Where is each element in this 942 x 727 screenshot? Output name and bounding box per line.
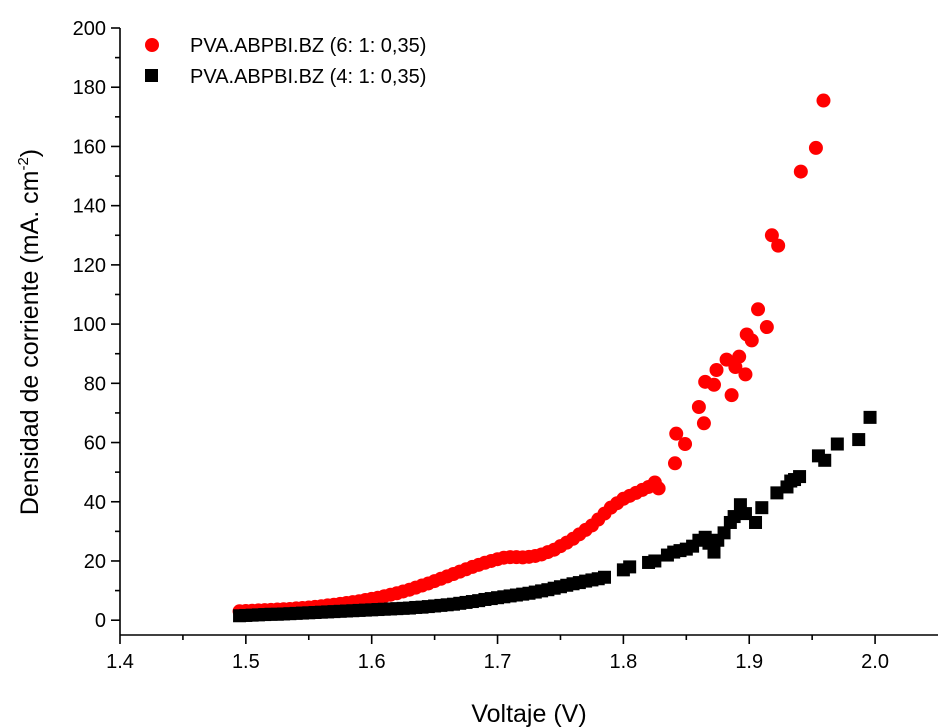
data-point-black — [830, 437, 844, 451]
data-point-black — [852, 433, 866, 447]
data-point-black — [707, 545, 721, 559]
data-point-red — [709, 362, 724, 377]
x-tick-label: 1.9 — [735, 651, 763, 673]
axes — [119, 28, 938, 636]
data-point-red — [738, 367, 753, 382]
data-point-black — [793, 470, 807, 484]
x-tick-label: 1.7 — [484, 651, 512, 673]
data-point-red — [669, 426, 684, 441]
data-point-black — [623, 560, 637, 574]
legend: PVA.ABPBI.BZ (6: 1: 0,35) PVA.ABPBI.BZ (… — [145, 35, 426, 88]
data-point-red — [751, 302, 766, 317]
y-tick-label: 200 — [73, 18, 106, 40]
data-point-black — [648, 554, 662, 568]
x-tick-label: 1.6 — [358, 651, 386, 673]
y-tick-label: 140 — [73, 196, 106, 218]
y-axis-title-main: Densidad de corriente (mA. cm — [16, 171, 44, 516]
data-point-red — [651, 481, 666, 496]
ticks: 1.4 1.5 1.6 1.7 1.8 1.9 2.0 0 20 40 60 80 100 120 140 1… — [73, 18, 889, 673]
data-point-red — [706, 377, 721, 392]
data-point-red — [732, 349, 747, 364]
data-point-black — [818, 453, 832, 467]
y-tick-label: 20 — [84, 551, 106, 573]
legend-marker-red — [145, 38, 159, 52]
data-point-red — [808, 140, 823, 155]
y-axis-title-sup: -2 — [15, 157, 32, 170]
x-tick-label: 2.0 — [861, 651, 889, 673]
data-point-black — [749, 515, 763, 529]
data-point-red — [691, 400, 706, 415]
x-tick-label: 1.5 — [232, 651, 260, 673]
data-point-red — [667, 456, 682, 471]
plot-area — [120, 28, 938, 635]
data-point-black — [727, 510, 741, 524]
data-point-red — [678, 437, 693, 452]
y-tick-label: 60 — [84, 433, 106, 455]
y-tick-label: 0 — [95, 610, 106, 632]
x-tick-label: 1.8 — [609, 651, 637, 673]
data-point-red — [744, 333, 759, 348]
y-tick-label: 100 — [73, 314, 106, 336]
data-point-red — [816, 93, 831, 108]
data-point-red — [764, 228, 779, 243]
x-axis-title: Voltaje (V) — [471, 700, 586, 727]
y-tick-label: 40 — [84, 492, 106, 514]
data-point-black — [770, 486, 784, 500]
data-point-black — [863, 410, 877, 424]
x-tick-label: 1.4 — [106, 651, 134, 673]
legend-label-red: PVA.ABPBI.BZ (6: 1: 0,35) — [190, 35, 426, 57]
y-tick-label: 80 — [84, 373, 106, 395]
y-axis-title-close: ) — [16, 149, 44, 157]
y-axis-title: Densidad de corriente (mA. cm-2) — [15, 149, 44, 515]
y-tick-label: 120 — [73, 255, 106, 277]
series-black-squares — [233, 410, 877, 623]
legend-marker-black — [145, 69, 158, 82]
data-point-black — [755, 501, 769, 515]
data-point-black — [598, 570, 612, 584]
y-tick-label: 180 — [73, 77, 106, 99]
data-point-red — [696, 416, 711, 431]
data-point-red — [759, 320, 774, 335]
data-point-red — [771, 238, 786, 253]
data-point-black — [717, 526, 731, 540]
data-point-black — [738, 507, 752, 521]
data-point-red — [793, 164, 808, 179]
y-tick-label: 160 — [73, 136, 106, 158]
data-point-red — [724, 388, 739, 403]
legend-label-black: PVA.ABPBI.BZ (4: 1: 0,35) — [190, 66, 426, 88]
